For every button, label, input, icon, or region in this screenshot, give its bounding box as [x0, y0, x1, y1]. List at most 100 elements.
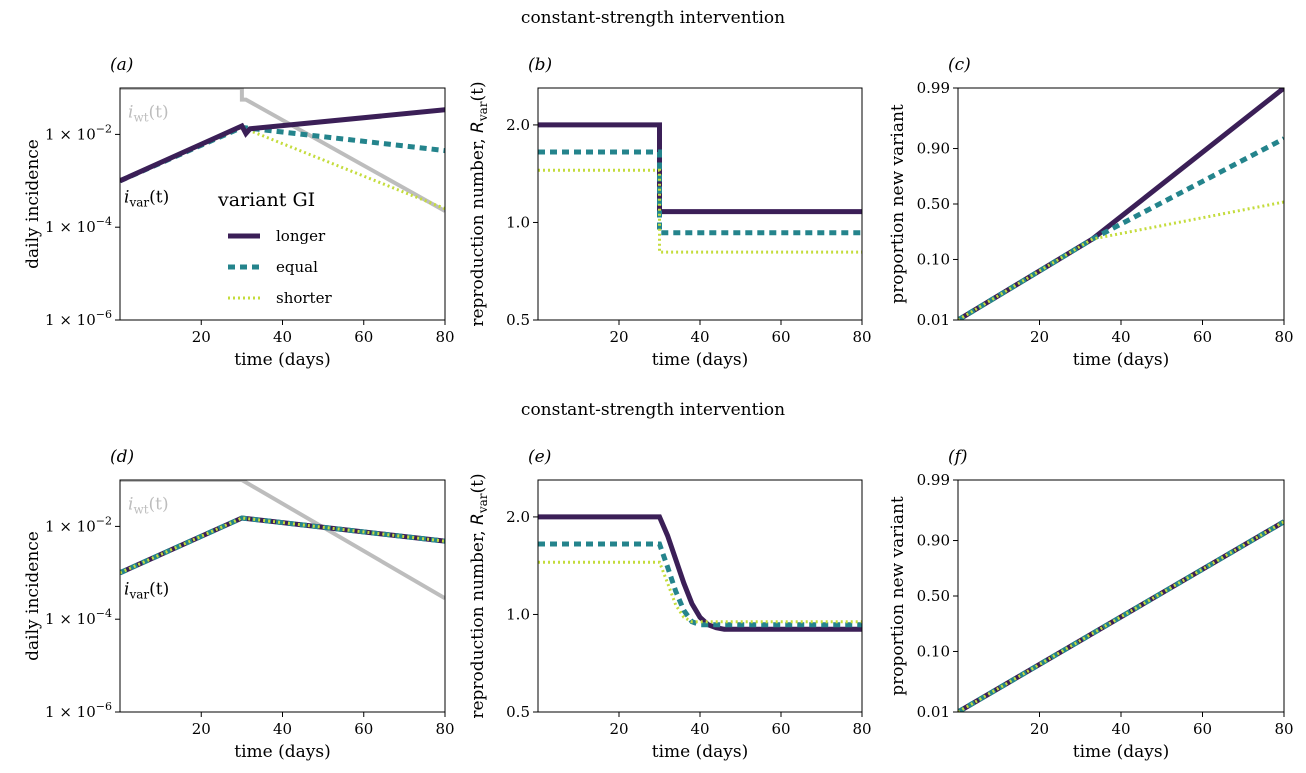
y-tick-label: 1.0 — [506, 605, 530, 623]
legend-label-equal: equal — [276, 258, 318, 276]
x-tick-label: 20 — [1030, 720, 1049, 738]
panel-label: (b) — [528, 55, 552, 75]
x-tick-label: 60 — [1193, 720, 1212, 738]
y-tick-label: 2.0 — [506, 116, 530, 134]
series-group — [958, 519, 1284, 712]
panel-f: 20 40 60 80 0.01 0.10 0.50 0.90 0.99 time (days) p… — [888, 447, 1294, 762]
y-tick-label: 1 × 10−2 — [45, 122, 112, 143]
x-axis-label: time (days) — [234, 742, 330, 762]
y-axis-label: daily incidence — [23, 139, 43, 269]
y-tick-label: 1 × 10−2 — [45, 514, 112, 535]
series-shorter — [120, 516, 445, 575]
x-tick-label: 80 — [1274, 720, 1293, 738]
series-longer — [958, 88, 1284, 320]
y-axis-label: proportion new variant — [888, 496, 908, 696]
series-longer — [538, 514, 862, 632]
x-tick-label: 20 — [192, 720, 211, 738]
y-tick-label: 0.99 — [917, 471, 950, 489]
x-tick-label: 40 — [1111, 328, 1130, 346]
x-tick-label: 40 — [690, 720, 709, 738]
series-shorter — [538, 560, 862, 624]
x-axis-label: time (days) — [1073, 742, 1169, 762]
series-equal — [120, 124, 445, 184]
x-axis-label: time (days) — [652, 350, 748, 370]
x-tick-label: 60 — [771, 720, 790, 738]
y-tick-label: 1 × 10−4 — [45, 215, 112, 236]
y-tick-label: 1 × 10−6 — [45, 308, 112, 329]
series-annotation-var: ivar(t) — [124, 188, 169, 210]
x-tick-label: 80 — [852, 720, 871, 738]
x-tick-label: 20 — [1030, 328, 1049, 346]
panel-label: (f) — [948, 447, 968, 467]
x-tick-label: 20 — [192, 328, 211, 346]
y-tick-label: 0.10 — [917, 250, 950, 268]
series-longer — [120, 515, 445, 576]
legend-title: variant GI — [217, 189, 315, 211]
y-tick-label: 0.5 — [506, 703, 530, 721]
series-group — [538, 122, 862, 254]
x-axis-label: time (days) — [234, 350, 330, 370]
y-tick-label: 1.0 — [506, 213, 530, 231]
series-equal — [958, 519, 1284, 712]
series-equal — [958, 136, 1284, 320]
x-tick-label: 40 — [273, 720, 292, 738]
row-title-top: constant-strength intervention — [521, 8, 785, 28]
series-group — [538, 514, 862, 632]
series-longer — [120, 107, 445, 184]
panel-label: (d) — [110, 447, 134, 467]
x-tick-label: 40 — [690, 328, 709, 346]
x-tick-label: 20 — [609, 720, 628, 738]
panel-c: 20 40 60 80 0.01 0.10 0.50 0.90 0.99 time (days) p… — [888, 55, 1294, 370]
x-tick-label: 60 — [771, 328, 790, 346]
x-axis-label: time (days) — [1073, 350, 1169, 370]
x-tick-label: 60 — [354, 328, 373, 346]
series-wildtype — [120, 480, 445, 601]
series-longer — [538, 122, 862, 215]
row-title-bottom: constant-strength intervention — [521, 400, 785, 420]
y-tick-label: 0.90 — [917, 140, 950, 158]
x-tick-label: 60 — [354, 720, 373, 738]
series-equal — [120, 515, 445, 576]
x-tick-label: 20 — [609, 328, 628, 346]
y-tick-label: 1 × 10−6 — [45, 700, 112, 721]
x-axis-label: time (days) — [652, 742, 748, 762]
series-equal — [538, 541, 862, 628]
y-axis-label: daily incidence — [23, 531, 43, 661]
y-tick-label: 0.50 — [917, 587, 950, 605]
x-tick-label: 40 — [1111, 720, 1130, 738]
panel-label: (c) — [948, 55, 971, 75]
y-axis-label: reproduction number, Rvar(t) — [468, 473, 490, 718]
x-tick-label: 80 — [435, 328, 454, 346]
panel-e: 20 40 60 80 0.5 1.0 2.0 time (days) reproduction… — [468, 447, 872, 762]
panel-b: 20 40 60 80 0.5 1.0 2.0 time (days) reproduction… — [468, 55, 872, 370]
panel-label: (e) — [528, 447, 551, 467]
axes-frame — [957, 87, 1285, 321]
y-tick-label: 0.01 — [917, 311, 950, 329]
y-tick-label: 0.99 — [917, 79, 950, 97]
legend: variant GI longer equal shorter — [217, 189, 332, 307]
y-tick-label: 2.0 — [506, 508, 530, 526]
series-annotation-wt: iwt(t) — [128, 103, 169, 125]
x-tick-label: 80 — [435, 720, 454, 738]
y-axis-label: reproduction number, Rvar(t) — [468, 81, 490, 326]
y-tick-label: 0.10 — [917, 642, 950, 660]
series-annotation-wt: iwt(t) — [128, 495, 169, 517]
axes-frame — [957, 479, 1285, 713]
panel-a: 20 40 60 80 1 × 10−2 1 × 10−4 1 × 10−6 time (da… — [23, 55, 455, 370]
y-axis-label: proportion new variant — [888, 104, 908, 304]
series-group — [120, 480, 445, 601]
series-shorter — [538, 168, 862, 254]
panel-label: (a) — [110, 55, 133, 75]
legend-label-shorter: shorter — [276, 289, 332, 307]
series-group — [958, 88, 1284, 320]
y-tick-label: 0.50 — [917, 195, 950, 213]
x-tick-label: 60 — [1193, 328, 1212, 346]
y-tick-label: 0.90 — [917, 532, 950, 550]
x-tick-label: 80 — [852, 328, 871, 346]
x-tick-label: 80 — [1274, 328, 1293, 346]
panel-d: 20 40 60 80 1 × 10−2 1 × 10−4 1 × 10−6 time (da… — [23, 447, 455, 762]
y-tick-label: 0.5 — [506, 311, 530, 329]
y-tick-label: 1 × 10−4 — [45, 607, 112, 628]
series-group — [120, 88, 445, 213]
